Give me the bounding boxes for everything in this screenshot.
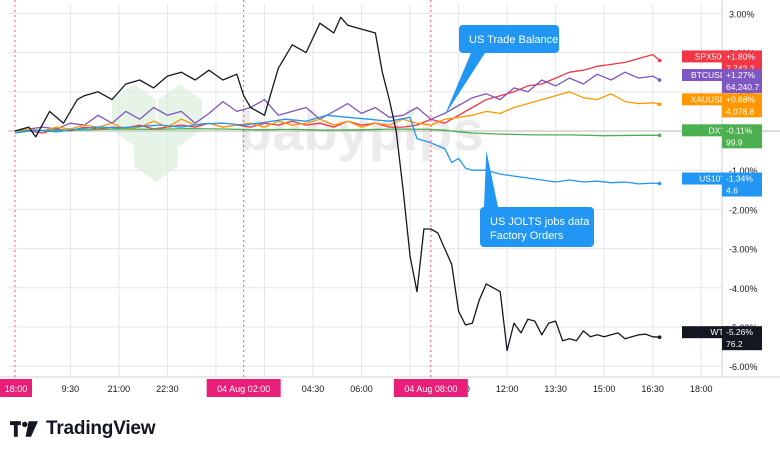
- tradingview-wordmark: TradingView: [46, 418, 156, 439]
- callout-pointer: [484, 150, 498, 207]
- callout-pointer: [444, 53, 485, 116]
- series-last-point: [657, 78, 662, 82]
- event-tag-box: [393, 379, 468, 397]
- series-last-point: [657, 335, 662, 339]
- series-last-point: [657, 133, 662, 138]
- grid: [0, 0, 780, 378]
- series-line-dxy: [14, 127, 660, 137]
- event-tag-box: [206, 379, 281, 397]
- series-name-tag: [682, 69, 730, 82]
- price-tick-label: -3.00%: [729, 245, 758, 255]
- series-line-us10y: [14, 114, 660, 185]
- time-tick-label: 21:00: [108, 384, 131, 394]
- callout-label: US Trade Balance: [469, 34, 558, 46]
- series-price: 64,240.7: [726, 82, 759, 92]
- price-tick-label: -4.00%: [729, 284, 758, 294]
- babypips-logo: [112, 84, 202, 182]
- callout-box: [459, 25, 559, 53]
- event-lines: [14, 0, 432, 377]
- time-scale: 9:3021:0022:304004:3006:00910:3012:0013:…: [0, 379, 712, 397]
- series-lines: [14, 16, 662, 352]
- callout-box: [480, 207, 594, 247]
- time-tick-label: 15:00: [593, 384, 616, 394]
- annotation-callout: US Trade Balance: [444, 25, 559, 116]
- time-tick-label: 06:00: [350, 384, 373, 394]
- series-change: +1.80%: [726, 51, 756, 61]
- series-change: +0.68%: [726, 94, 756, 104]
- event-time-tag: 18:00: [0, 379, 32, 397]
- event-tag-label: 04 Aug 08:00: [404, 384, 457, 394]
- series-badge-wti: WTI -5.26% 76.2: [682, 326, 762, 351]
- series-last-point: [657, 181, 662, 186]
- tradingview-logo-icon: [10, 421, 38, 437]
- price-tick-label: -2.00%: [729, 205, 758, 215]
- time-tick-label: 13:30: [544, 384, 567, 394]
- series-price: 7,742.2: [726, 63, 755, 73]
- price-tick-label: 3.00%: [729, 9, 755, 19]
- time-tick-label: 22:30: [156, 384, 179, 394]
- event-time-tag: 04 Aug 02:00: [206, 379, 281, 397]
- callout-label: US JOLTS jobs data: [490, 216, 590, 228]
- series-badge-btcusd: BTCUSD +1.27% 64,240.7: [682, 69, 762, 94]
- price-tick-label: -6.00%: [729, 362, 758, 372]
- time-tick-label: 04:30: [302, 384, 325, 394]
- series-price: 4,078.8: [726, 106, 755, 116]
- series-name: DXY: [709, 125, 727, 135]
- series-change: +1.27%: [726, 70, 756, 80]
- series-price: 4.6: [726, 186, 738, 196]
- series-value-tag: [722, 172, 762, 197]
- event-tag-box: [0, 379, 32, 397]
- time-tick-label: 9:30: [62, 384, 80, 394]
- series-name-tag: [682, 172, 730, 185]
- brand-footer: TradingView: [10, 416, 156, 442]
- series-value-tag: [722, 69, 762, 94]
- event-time-tag: 04 Aug 08:00: [393, 379, 468, 397]
- price-tick-label: -1.00%: [729, 166, 758, 176]
- series-name: SPX500: [695, 51, 726, 61]
- time-tick-label: 16:30: [641, 384, 664, 394]
- series-change: -1.34%: [726, 174, 753, 184]
- annotation-callouts: US Trade Balance US JOLTS jobs data Factor…: [444, 25, 594, 247]
- time-tick-label: 18:00: [690, 384, 713, 394]
- series-name: XAUUSD: [691, 94, 726, 104]
- series-value-tag: [722, 124, 762, 149]
- series-badge-dxy: DXY -0.11% 99.9: [682, 124, 762, 149]
- series-badge-us10y: US10Y -1.34% 4.6: [682, 172, 762, 197]
- series-name-tag: [682, 124, 730, 137]
- series-last-point: [657, 58, 662, 63]
- series-name: WTI: [710, 327, 726, 337]
- series-badge-xauusd: XAUUSD +0.68% 4,078.8: [682, 93, 762, 118]
- series-change: -0.11%: [726, 125, 753, 135]
- series-last-point: [657, 102, 662, 107]
- series-value-tag: [722, 93, 762, 118]
- series-value-tag: [722, 326, 762, 351]
- series-name-tag: [682, 50, 730, 63]
- callout-label: Factory Orders: [490, 230, 564, 242]
- event-tag-label: 04 Aug 02:00: [217, 384, 270, 394]
- series-name: BTCUSD: [691, 70, 726, 80]
- event-tag-label: 18:00: [5, 384, 28, 394]
- series-name-tag: [682, 93, 730, 106]
- series-line-wti: [14, 16, 660, 352]
- annotation-callout: US JOLTS jobs data Factory Orders: [480, 150, 594, 247]
- time-tick-label: 12:00: [496, 384, 519, 394]
- series-line-btcusd: [14, 71, 660, 132]
- series-price: 99.9: [726, 137, 743, 147]
- series-name: US10Y: [699, 174, 726, 184]
- series-price: 76.2: [726, 339, 743, 349]
- series-change: -5.26%: [726, 327, 753, 337]
- series-name-tag: [682, 326, 730, 339]
